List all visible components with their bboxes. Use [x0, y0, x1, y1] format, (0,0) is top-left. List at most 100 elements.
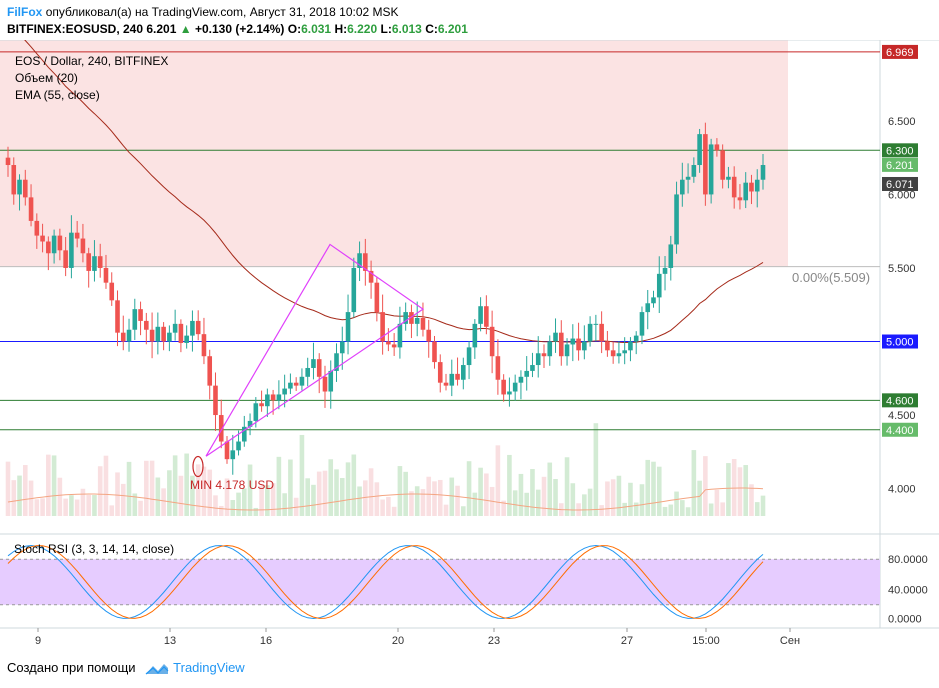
volume-bar [754, 502, 760, 516]
volume-bar [311, 484, 316, 516]
volume-bar [535, 489, 541, 516]
tradingview-logo-icon[interactable] [145, 662, 169, 676]
candle-body [662, 267, 668, 274]
volume-bar [155, 477, 161, 516]
volume-bar [599, 505, 604, 516]
candle-body [155, 326, 161, 342]
candle-body [582, 341, 587, 351]
open-label: O: [287, 22, 302, 36]
volume-bar [685, 507, 691, 516]
volume-bar [40, 498, 45, 516]
candle-body [195, 320, 201, 335]
volume-bar [161, 488, 166, 516]
volume-bar [109, 505, 115, 516]
candle-body [213, 385, 218, 416]
price-tag-label: 6.071 [886, 179, 914, 191]
volume-bar [74, 499, 80, 516]
low-value: 6.013 [391, 22, 422, 36]
candle-body [357, 253, 362, 268]
candle-body [120, 332, 126, 342]
candle-body [530, 365, 535, 371]
y-tick-label: 4.000 [888, 484, 916, 496]
volume-bar [345, 462, 351, 516]
volume-bar [656, 466, 662, 516]
volume-bar [80, 488, 86, 516]
candle-body [5, 157, 11, 166]
candle-body [501, 379, 506, 395]
stoch-tick-label: 80.0000 [888, 554, 928, 566]
volume-bar [397, 466, 403, 516]
candle-body [760, 165, 766, 180]
candle-body [749, 182, 754, 192]
volume-bar [420, 489, 426, 516]
stoch-d-line [7, 544, 764, 620]
candle-body [656, 273, 662, 298]
volume-bar [86, 494, 91, 516]
volume-bar [639, 484, 645, 516]
candle-body [668, 244, 674, 268]
volume-bar [224, 478, 230, 516]
candle-body [236, 441, 241, 451]
grid [0, 40, 939, 629]
candle-body [265, 394, 270, 407]
volume-bar [5, 461, 11, 516]
volume-bar [276, 456, 282, 516]
volume-bar [714, 489, 720, 516]
min-price-label: MIN 4.178 USD [190, 478, 274, 492]
volume-bar [484, 473, 489, 516]
candle-body [184, 335, 189, 343]
candle-body [466, 347, 472, 366]
volume-bar [178, 475, 184, 516]
candle-body [703, 134, 708, 195]
candle-body [645, 303, 651, 313]
volume-bar [726, 463, 731, 516]
tradingview-link[interactable]: TradingView [173, 660, 245, 675]
candle-body [478, 306, 483, 324]
volume-bar [17, 475, 22, 516]
candle-body [167, 332, 172, 342]
price-tag-label: 6.969 [886, 47, 914, 59]
candle-body [132, 309, 138, 330]
candle-body [46, 241, 51, 254]
volume-bar [11, 480, 17, 516]
volume-bar [195, 464, 201, 516]
candle-body [616, 353, 622, 357]
candle-body [51, 235, 57, 254]
volume-bar [236, 492, 241, 516]
candle-body [409, 312, 414, 324]
volume-bar [115, 472, 120, 516]
volume-bar [512, 490, 518, 516]
candle-body [386, 341, 391, 345]
drawings[interactable] [192, 243, 425, 478]
candle-body [437, 362, 443, 383]
candle-body [420, 317, 426, 330]
candle-body [651, 297, 656, 304]
price-tags: 6.969 6.300 6.201 6.071 5.000 4.600 4.400 [882, 44, 918, 437]
x-tick-label: 16 [260, 635, 272, 647]
price-chart[interactable]: 6.500 6.000 5.500 5.000 4.500 4.000 80.0000 40.… [0, 40, 939, 652]
last-price: 6.201 [146, 22, 177, 36]
volume-bar [334, 469, 339, 516]
candle-body [322, 376, 328, 392]
candle-body [115, 300, 120, 333]
candle-body [564, 344, 570, 357]
candle-body [282, 388, 287, 395]
candle-body [380, 312, 385, 342]
volume-bar [541, 476, 547, 516]
candle-body [299, 376, 305, 386]
candle-body [432, 341, 437, 363]
volume-bar [230, 499, 236, 516]
candle-body [685, 176, 691, 180]
candle-body [138, 309, 143, 321]
author-name[interactable]: FilFox [7, 5, 43, 19]
volume-bar [582, 494, 587, 516]
volume-bar [120, 483, 126, 516]
volume-bar [749, 484, 754, 516]
volume-bar [472, 492, 478, 516]
volume-bar [380, 499, 385, 516]
stoch-rsi-pane [0, 544, 880, 620]
candle-body [426, 329, 432, 342]
volume-bar [357, 486, 362, 516]
volume-bar [605, 481, 610, 516]
candle-body [40, 235, 45, 242]
